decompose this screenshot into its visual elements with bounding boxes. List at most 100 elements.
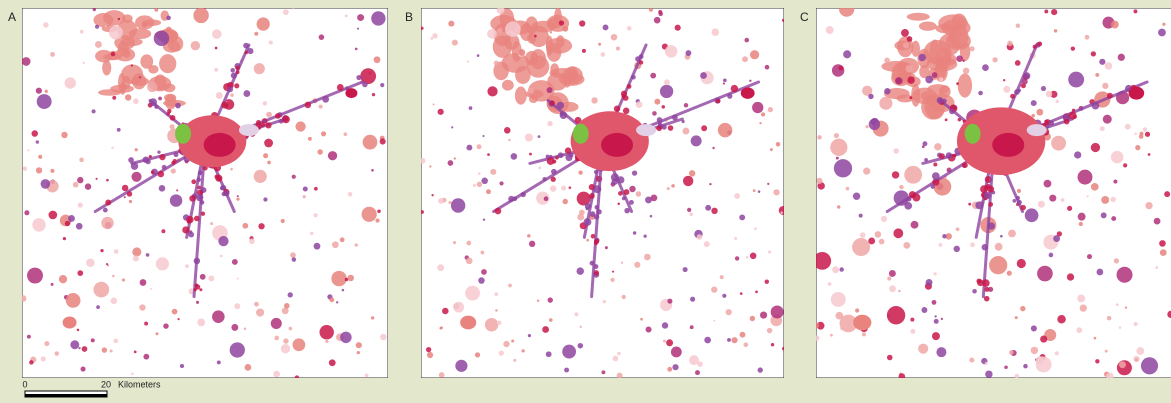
urban-patch xyxy=(1031,113,1035,118)
urban-patch xyxy=(132,247,142,257)
urban-patch xyxy=(505,21,521,37)
urban-patch xyxy=(861,332,866,337)
urban-patch xyxy=(667,298,673,304)
urban-patch xyxy=(22,57,31,66)
urban-patch xyxy=(35,167,43,174)
urban-patch xyxy=(650,72,657,79)
urban-patch xyxy=(155,332,159,336)
lilac-area xyxy=(238,124,259,137)
urban-patch xyxy=(26,334,31,339)
urban-patch xyxy=(661,322,669,329)
corridor-patch xyxy=(1037,41,1043,47)
urban-patch xyxy=(455,359,468,372)
urban-patch xyxy=(1016,188,1022,193)
urban-patch xyxy=(711,207,718,215)
urban-patch xyxy=(893,228,904,239)
urban-patch xyxy=(158,185,166,192)
urban-patch xyxy=(263,153,269,159)
urban-patch xyxy=(82,61,85,64)
urban-patch xyxy=(231,259,238,265)
urban-patch xyxy=(212,310,225,323)
urban-patch xyxy=(859,232,866,238)
urban-patch xyxy=(354,47,358,51)
urban-patch xyxy=(558,20,565,26)
urban-patch xyxy=(1079,304,1087,312)
corridor-patch xyxy=(594,205,600,210)
corridor-patch xyxy=(275,113,281,119)
urban-patch xyxy=(380,333,387,341)
urban-patch xyxy=(81,346,88,352)
urban-patch xyxy=(752,101,764,114)
urban-area xyxy=(527,33,537,44)
urban-patch xyxy=(1077,212,1086,221)
corridor-patch xyxy=(589,211,596,217)
urban-patch xyxy=(887,276,892,281)
urban-patch xyxy=(123,196,126,199)
urban-patch xyxy=(497,27,503,34)
urban-patch xyxy=(709,182,712,186)
urban-patch xyxy=(143,353,150,360)
urban-patch xyxy=(243,327,247,331)
urban-patch xyxy=(487,86,498,97)
urban-patch xyxy=(266,111,272,118)
urban-patch xyxy=(670,346,682,358)
urban-patch xyxy=(921,307,928,313)
urban-patch xyxy=(171,308,178,315)
urban-patch xyxy=(767,107,773,113)
urban-patch xyxy=(955,227,960,232)
urban-patch xyxy=(1116,266,1133,283)
urban-patch xyxy=(833,133,839,139)
urban-patch xyxy=(602,299,607,304)
urban-patch xyxy=(236,195,239,198)
urban-patch xyxy=(666,339,674,347)
urban-patch xyxy=(749,79,752,83)
urban-patch xyxy=(284,302,290,309)
urban-patch xyxy=(833,159,853,178)
urban-patch xyxy=(938,77,944,82)
urban-patch xyxy=(104,25,107,28)
corridor-patch xyxy=(1020,204,1026,211)
urban-patch xyxy=(829,333,833,337)
urban-patch xyxy=(645,196,652,204)
corridor-patch xyxy=(542,177,547,182)
urban-patch xyxy=(1155,266,1159,269)
urban-patch xyxy=(64,77,76,89)
urban-patch xyxy=(133,350,137,354)
urban-patch xyxy=(295,121,306,132)
urban-patch xyxy=(496,8,505,14)
urban-patch xyxy=(50,282,54,286)
urban-patch xyxy=(1044,329,1057,342)
urban-patch xyxy=(773,189,780,196)
urban-patch xyxy=(705,204,712,211)
urban-patch xyxy=(332,241,339,249)
urban-patch xyxy=(426,351,434,359)
corridor-patch xyxy=(638,60,644,65)
urban-patch xyxy=(962,59,965,62)
urban-patch xyxy=(759,122,762,125)
urban-patch xyxy=(243,90,251,97)
urban-patch xyxy=(508,283,512,288)
urban-patch xyxy=(988,286,994,292)
corridor-patch xyxy=(188,230,193,234)
urban-patch xyxy=(163,323,169,329)
urban-patch xyxy=(739,292,743,295)
urban-patch xyxy=(521,349,525,353)
urban-patch xyxy=(621,294,626,300)
urban-patch xyxy=(361,206,377,222)
green-area xyxy=(964,123,981,144)
corridor-patch xyxy=(924,157,928,162)
urban-patch xyxy=(722,293,727,298)
corridor-patch xyxy=(230,72,237,79)
corridor-patch xyxy=(681,119,685,124)
corridor-patch xyxy=(611,178,618,185)
urban-patch xyxy=(904,165,923,184)
urban-patch xyxy=(689,325,694,330)
corridor-patch xyxy=(546,157,555,165)
urban-patch xyxy=(1101,195,1110,204)
urban-patch xyxy=(347,274,354,282)
urban-patch xyxy=(113,338,119,344)
urban-patch xyxy=(141,21,148,28)
urban-patch xyxy=(1124,306,1128,309)
urban-patch xyxy=(273,370,280,378)
corridor-patch xyxy=(494,207,502,215)
